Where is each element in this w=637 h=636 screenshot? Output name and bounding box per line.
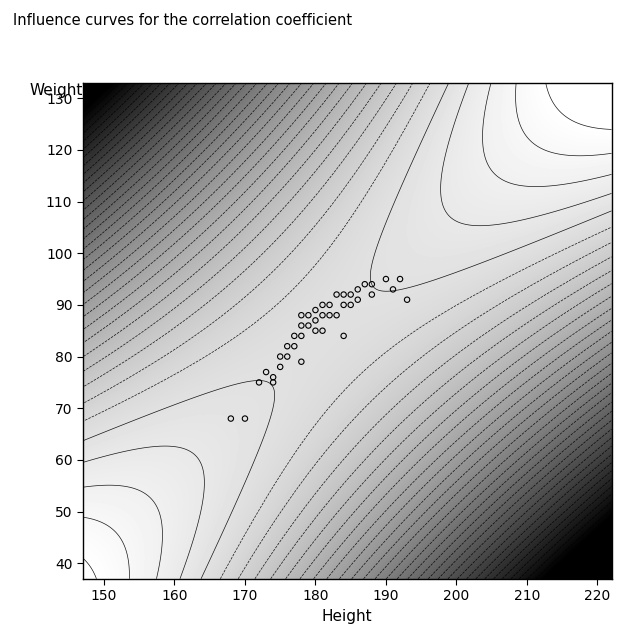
Point	[353, 284, 363, 294]
Point	[317, 300, 327, 310]
Point	[240, 413, 250, 424]
Point	[324, 300, 334, 310]
Point	[346, 289, 356, 300]
Point	[296, 357, 306, 367]
Point	[310, 315, 320, 326]
Point	[402, 294, 412, 305]
Point	[296, 321, 306, 331]
Point	[395, 274, 405, 284]
Point	[388, 284, 398, 294]
Point	[289, 331, 299, 341]
Point	[282, 341, 292, 351]
Point	[367, 279, 377, 289]
Point	[317, 310, 327, 321]
Point	[268, 372, 278, 382]
X-axis label: Height: Height	[322, 609, 373, 624]
Point	[268, 377, 278, 387]
Point	[360, 279, 370, 289]
Point	[261, 367, 271, 377]
Point	[346, 300, 356, 310]
Point	[338, 289, 348, 300]
Point	[282, 352, 292, 362]
Point	[296, 310, 306, 321]
Point	[275, 352, 285, 362]
Point	[353, 294, 363, 305]
Point	[310, 305, 320, 315]
Point	[275, 362, 285, 372]
Point	[381, 274, 391, 284]
Point	[331, 289, 341, 300]
Point	[324, 310, 334, 321]
Text: Weight: Weight	[30, 83, 83, 98]
Point	[310, 326, 320, 336]
Point	[331, 310, 341, 321]
Point	[303, 310, 313, 321]
Point	[338, 331, 348, 341]
Point	[367, 289, 377, 300]
Point	[317, 326, 327, 336]
Point	[225, 413, 236, 424]
Point	[338, 300, 348, 310]
Point	[289, 341, 299, 351]
Point	[303, 321, 313, 331]
Text: Influence curves for the correlation coefficient: Influence curves for the correlation coe…	[13, 13, 352, 28]
Point	[296, 331, 306, 341]
Point	[254, 377, 264, 387]
